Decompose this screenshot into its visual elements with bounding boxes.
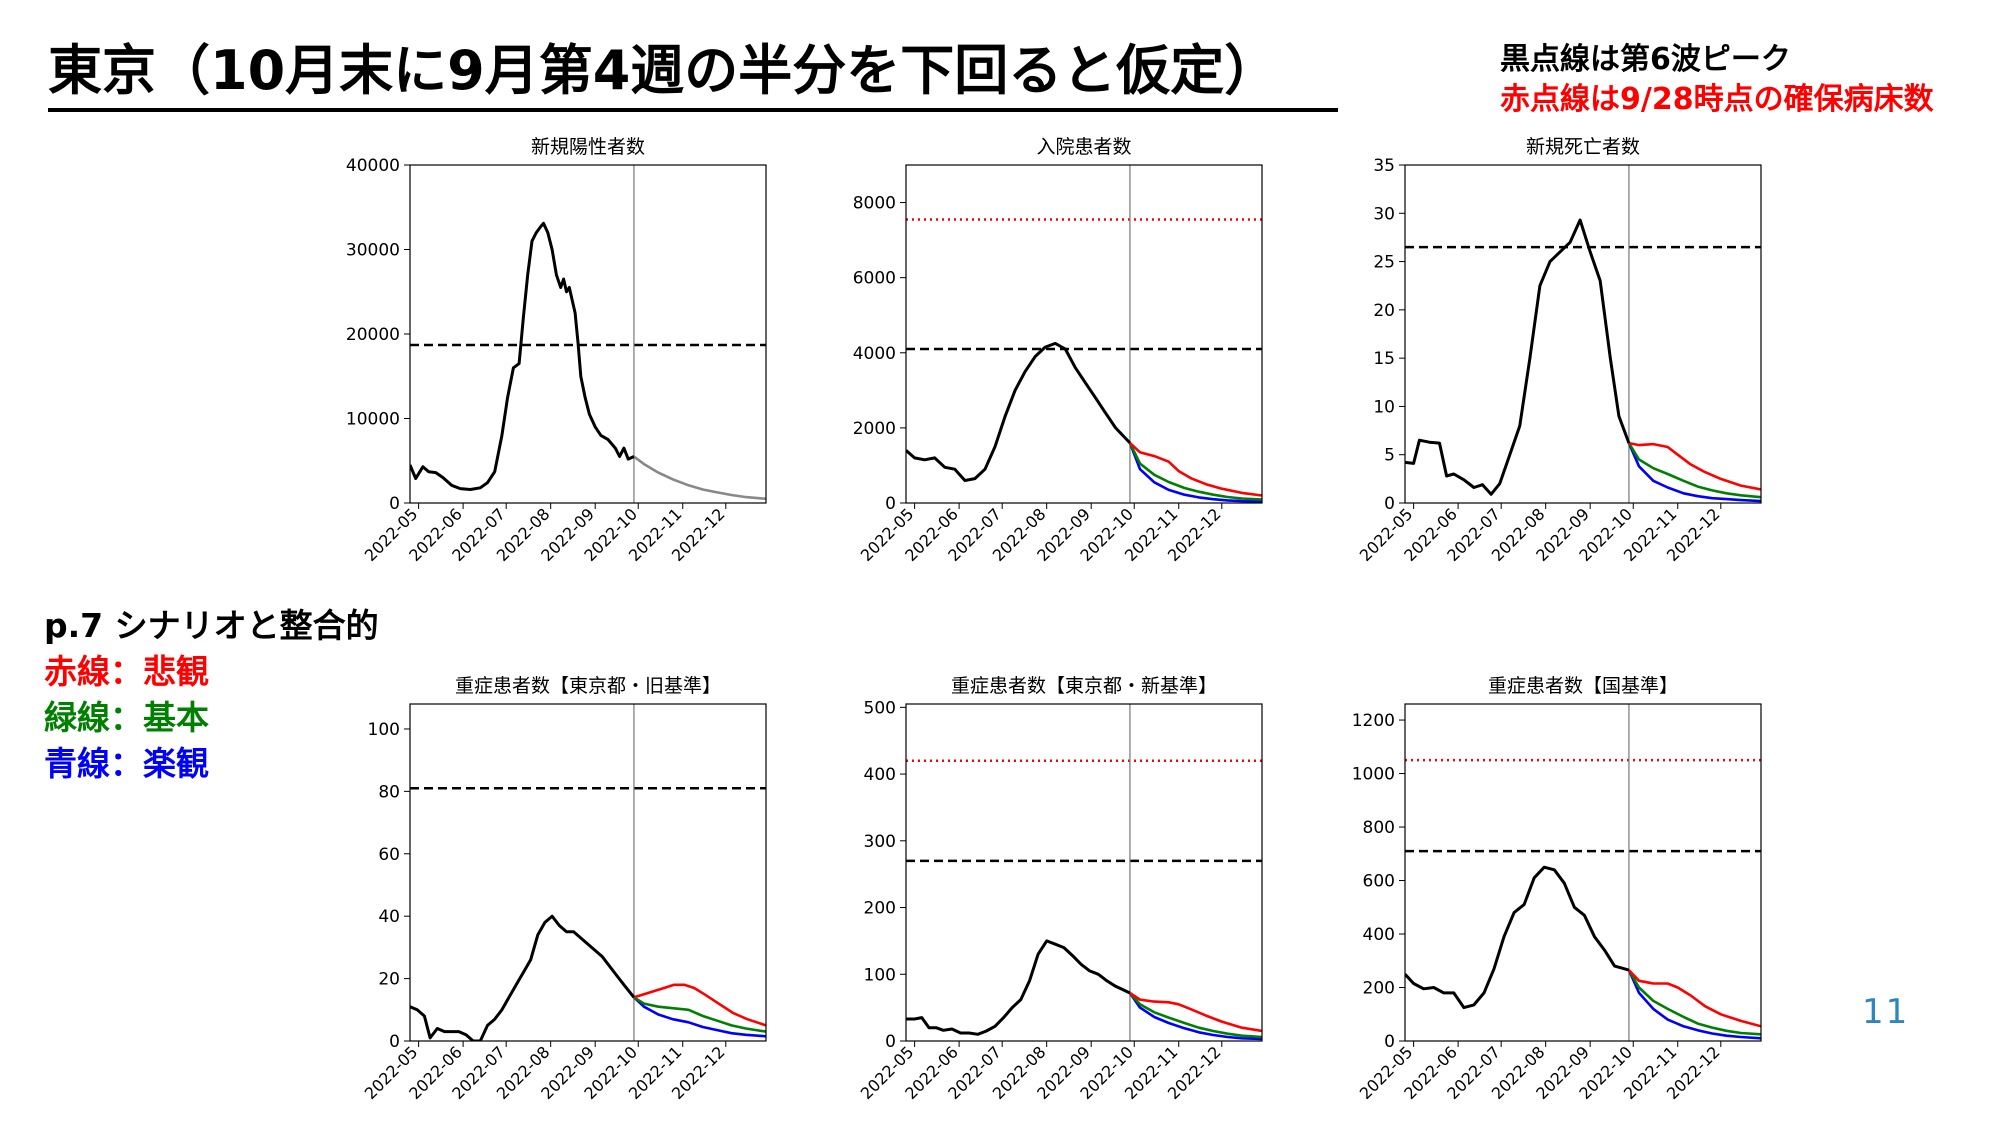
y-tick-label: 0: [389, 494, 400, 514]
chart-title: 新規死亡者数: [1526, 136, 1640, 158]
y-tick-label: 20: [1373, 301, 1395, 321]
y-tick-label: 200: [864, 899, 896, 919]
y-tick-label: 6000: [853, 269, 896, 289]
y-tick-label: 2000: [853, 419, 896, 439]
series-optimistic: [1627, 442, 1761, 503]
y-tick-label: 10: [1373, 397, 1395, 417]
note-bed-capacity: 赤点線は9/28時点の確保病床数: [1500, 82, 1934, 117]
y-tick-label: 800: [1363, 818, 1395, 838]
series-base: [1627, 442, 1761, 499]
series-actual: [906, 939, 1131, 1036]
series-optimistic: [1128, 442, 1262, 503]
y-tick-label: 0: [1384, 1032, 1395, 1052]
y-tick-label: 20: [378, 970, 400, 990]
chart-title: 重症患者数【東京都・新基準】: [951, 675, 1217, 697]
series-base: [1128, 442, 1262, 501]
series-projection: [633, 455, 766, 501]
y-tick-label: 35: [1373, 156, 1395, 176]
y-tick-label: 5: [1384, 446, 1395, 466]
slide-title: 東京（10月末に9月第4週の半分を下回ると仮定）: [48, 39, 1338, 113]
y-tick-label: 60: [378, 845, 400, 865]
chart-title: 重症患者数【国基準】: [1488, 675, 1678, 697]
scenario-heading: p.7 シナリオと整合的: [44, 606, 379, 645]
series-base: [1627, 969, 1761, 1036]
y-tick-label: 0: [1384, 494, 1395, 514]
y-tick-label: 0: [885, 494, 896, 514]
plot-area: [1405, 165, 1761, 503]
series-pessimistic: [1129, 441, 1262, 497]
y-tick-label: 100: [864, 965, 896, 985]
series-actual: [1405, 865, 1630, 1010]
y-tick-label: 300: [864, 832, 896, 852]
chart-title: 重症患者数【東京都・旧基準】: [455, 675, 721, 697]
plot-frame: [905, 164, 1263, 504]
y-tick-label: 40000: [346, 156, 400, 176]
y-tick-label: 80: [378, 782, 400, 802]
y-tick-label: 500: [864, 698, 896, 718]
legend-pessimistic: 赤線：悲観: [44, 652, 209, 691]
series-optimistic: [1128, 992, 1262, 1041]
y-tick-label: 600: [1363, 872, 1395, 892]
series-optimistic: [1627, 969, 1761, 1040]
plot-area: [410, 165, 766, 503]
chart-new-positive-cases: 新規陽性者数0100002000030000400002022-052022-0…: [346, 136, 767, 565]
plot-frame: [1404, 164, 1762, 504]
chart-hospitalized: 入院患者数020004000600080002022-052022-062022…: [853, 136, 1263, 565]
plot-area: [1405, 704, 1761, 1041]
series-actual: [906, 341, 1131, 482]
y-tick-label: 30000: [346, 241, 400, 261]
scenario-legend: p.7 シナリオと整合的 赤線：悲観 緑線：基本 青線：楽観: [44, 603, 379, 787]
y-tick-label: 200: [1363, 979, 1395, 999]
chart-title: 新規陽性者数: [531, 136, 645, 158]
series-pessimistic: [1627, 969, 1761, 1028]
y-tick-label: 0: [389, 1032, 400, 1052]
y-tick-label: 40: [378, 907, 400, 927]
y-tick-label: 15: [1373, 349, 1395, 369]
y-tick-label: 20000: [346, 325, 400, 345]
series-actual: [410, 221, 635, 491]
chart-title: 入院患者数: [1036, 136, 1131, 158]
y-tick-label: 400: [1363, 925, 1395, 945]
series-base: [1128, 992, 1262, 1039]
legend-optimistic: 青線：楽観: [44, 744, 209, 783]
note-peak6: 黒点線は第6波ピーク: [1500, 42, 1791, 77]
plot-area: [906, 704, 1262, 1041]
y-tick-label: 0: [885, 1032, 896, 1052]
series-pessimistic: [1129, 991, 1262, 1033]
series-base: [633, 996, 766, 1033]
y-tick-label: 1000: [1352, 765, 1395, 785]
chart-severe-tokyo-new: 重症患者数【東京都・新基準】01002003004005002022-05202…: [857, 675, 1263, 1103]
series-pessimistic: [633, 983, 766, 1027]
y-tick-label: 30: [1373, 204, 1395, 224]
y-tick-label: 1200: [1352, 711, 1395, 731]
page-number: 11: [1862, 992, 1910, 1032]
series-actual: [1405, 218, 1631, 496]
series-optimistic: [633, 996, 766, 1038]
plot-frame: [905, 703, 1263, 1042]
legend-base: 緑線：基本: [44, 698, 209, 737]
plot-frame: [409, 164, 767, 504]
y-tick-label: 4000: [853, 344, 896, 364]
plot-area: [906, 165, 1262, 503]
y-tick-label: 25: [1373, 253, 1395, 273]
y-tick-label: 10000: [346, 410, 400, 430]
series-pessimistic: [1628, 441, 1761, 491]
chart-severe-national: 重症患者数【国基準】0200400600800100012002022-0520…: [1352, 675, 1762, 1103]
plot-frame: [409, 703, 767, 1042]
series-actual: [410, 914, 636, 1041]
y-tick-label: 8000: [853, 194, 896, 214]
chart-new-deaths: 新規死亡者数051015202530352022-052022-062022-0…: [1356, 136, 1762, 565]
plot-frame: [1404, 703, 1762, 1042]
y-tick-label: 400: [864, 765, 896, 785]
y-tick-label: 100: [368, 720, 400, 740]
chart-severe-tokyo-old: 重症患者数【東京都・旧基準】0204060801002022-052022-06…: [361, 675, 767, 1103]
plot-area: [410, 704, 766, 1041]
